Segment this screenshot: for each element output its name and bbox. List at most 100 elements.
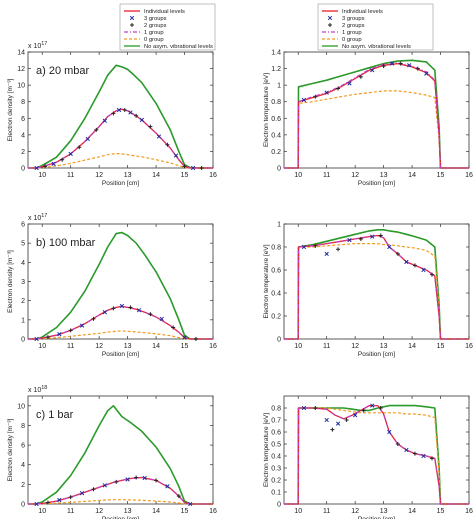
legend-label: 2 groups [342, 23, 365, 29]
marker-2-groups [91, 487, 96, 492]
marker-2-groups [182, 164, 187, 169]
x-tick-label: 11 [67, 508, 74, 515]
y-tick-label: 1.2 [271, 66, 281, 73]
y-tick-label: 14 [17, 50, 25, 57]
marker-2-groups [114, 479, 119, 484]
y-tick-label: 5 [21, 241, 25, 248]
x-axis-label: Position [cm] [102, 351, 139, 358]
x-tick-label: 11 [323, 508, 330, 515]
marker-3-groups [128, 110, 133, 115]
marker-3-groups [424, 71, 429, 76]
y-tick-label: 3 [21, 279, 25, 286]
legend-label: 0 group [144, 37, 164, 43]
series-line-0-group [28, 499, 213, 505]
legend-label: 2 groups [144, 23, 167, 29]
legend-label: No asym. vibrational levels [144, 44, 213, 50]
marker-2-groups [415, 66, 420, 71]
series-line-0-group [28, 152, 213, 169]
y-tick-label: 6 [21, 116, 25, 123]
x-tick-label: 14 [152, 343, 160, 350]
y-exponent: x 1017 [28, 213, 47, 222]
x-tick-label: 16 [209, 508, 217, 515]
x-tick-label: 16 [465, 508, 473, 515]
x-axis-label: Position [cm] [358, 516, 395, 519]
marker-3-groups [335, 421, 341, 426]
marker-2-groups [171, 325, 176, 330]
y-tick-label: 8 [21, 423, 25, 430]
y-tick-label: 0.1 [271, 490, 281, 497]
panel-label: a) 20 mbar [36, 65, 90, 77]
y-tick-label: 1 [277, 222, 281, 229]
panel-label: c) 1 bar [36, 409, 74, 421]
marker-2-groups [122, 108, 127, 112]
x-tick-label: 16 [465, 343, 473, 350]
marker-3-groups [404, 259, 409, 265]
x-tick-label: 13 [380, 172, 388, 179]
marker-3-groups [142, 475, 147, 481]
y-tick-label: 10 [17, 83, 25, 90]
y-tick-label: 0.2 [271, 478, 281, 485]
y-axis-label: Electron density [m⁻³] [7, 418, 14, 481]
y-tick-label: 4 [21, 260, 25, 267]
y-tick-label: 0 [277, 166, 281, 173]
y-tick-label: 0.4 [271, 291, 281, 298]
marker-2-groups [430, 456, 434, 461]
y-tick-label: 4 [21, 132, 25, 139]
x-tick-label: 10 [38, 343, 46, 350]
marker-2-groups [313, 243, 318, 248]
x-axis-label: Position [cm] [102, 180, 139, 187]
x-tick-label: 11 [67, 343, 74, 350]
chart-panel-5: 10 11 12 13 14 15 16 0 2 4 6 8 10 Position [cm] Electr… [7, 385, 217, 519]
marker-3-groups [370, 234, 375, 239]
marker-2-groups [336, 86, 341, 91]
marker-2-groups [165, 142, 170, 147]
marker-3-groups [85, 136, 90, 142]
marker-2-groups [111, 111, 116, 116]
y-tick-label: 4 [21, 462, 25, 469]
marker-2-groups [412, 451, 417, 456]
marker-2-groups [395, 442, 400, 446]
x-tick-label: 14 [152, 172, 160, 179]
marker-3-groups [182, 335, 187, 340]
y-exponent: x 1018 [28, 385, 47, 394]
marker-3-groups [102, 310, 107, 315]
marker-3-groups [370, 403, 375, 408]
marker-3-groups [301, 244, 307, 250]
x-tick-label: 16 [209, 343, 217, 350]
marker-3-groups [136, 308, 142, 313]
y-tick-label: 0.8 [271, 406, 281, 413]
y-tick-label: 2 [21, 482, 25, 489]
x-tick-label: 10 [294, 172, 302, 179]
marker-3-groups [387, 244, 392, 250]
marker-3-groups [57, 332, 62, 337]
marker-3-groups [125, 477, 130, 482]
marker-2-groups [412, 263, 417, 268]
marker-3-groups [34, 501, 39, 507]
legend-label: 0 group [342, 37, 362, 43]
marker-3-groups [34, 165, 39, 171]
marker-2-groups [154, 478, 159, 483]
x-tick-label: 16 [209, 172, 217, 179]
legend-label: Individual levels [144, 9, 185, 15]
marker-3-groups [301, 97, 307, 103]
y-tick-label: 0.5 [271, 442, 281, 449]
x-tick-label: 13 [380, 508, 388, 515]
plot-frame [27, 223, 214, 340]
x-tick-label: 15 [181, 343, 189, 350]
marker-3-groups [68, 151, 73, 157]
y-tick-label: 1.4 [271, 50, 281, 57]
marker-3-groups [102, 118, 107, 123]
x-tick-label: 14 [152, 508, 160, 515]
legend-label: No asym. vibrational levels [342, 44, 411, 50]
marker-2-groups [94, 127, 99, 132]
marker-3-groups [159, 316, 164, 322]
marker-3-groups [324, 90, 329, 95]
plot-frame [283, 395, 470, 505]
x-tick-label: 15 [181, 508, 189, 515]
marker-3-groups [51, 161, 56, 167]
series-line-no-asym-vibrational-levels [28, 404, 213, 505]
marker-3-groups [139, 117, 144, 123]
legend-label: 3 groups [342, 16, 365, 22]
y-tick-label: 0 [277, 502, 281, 509]
x-tick-label: 12 [95, 172, 103, 179]
